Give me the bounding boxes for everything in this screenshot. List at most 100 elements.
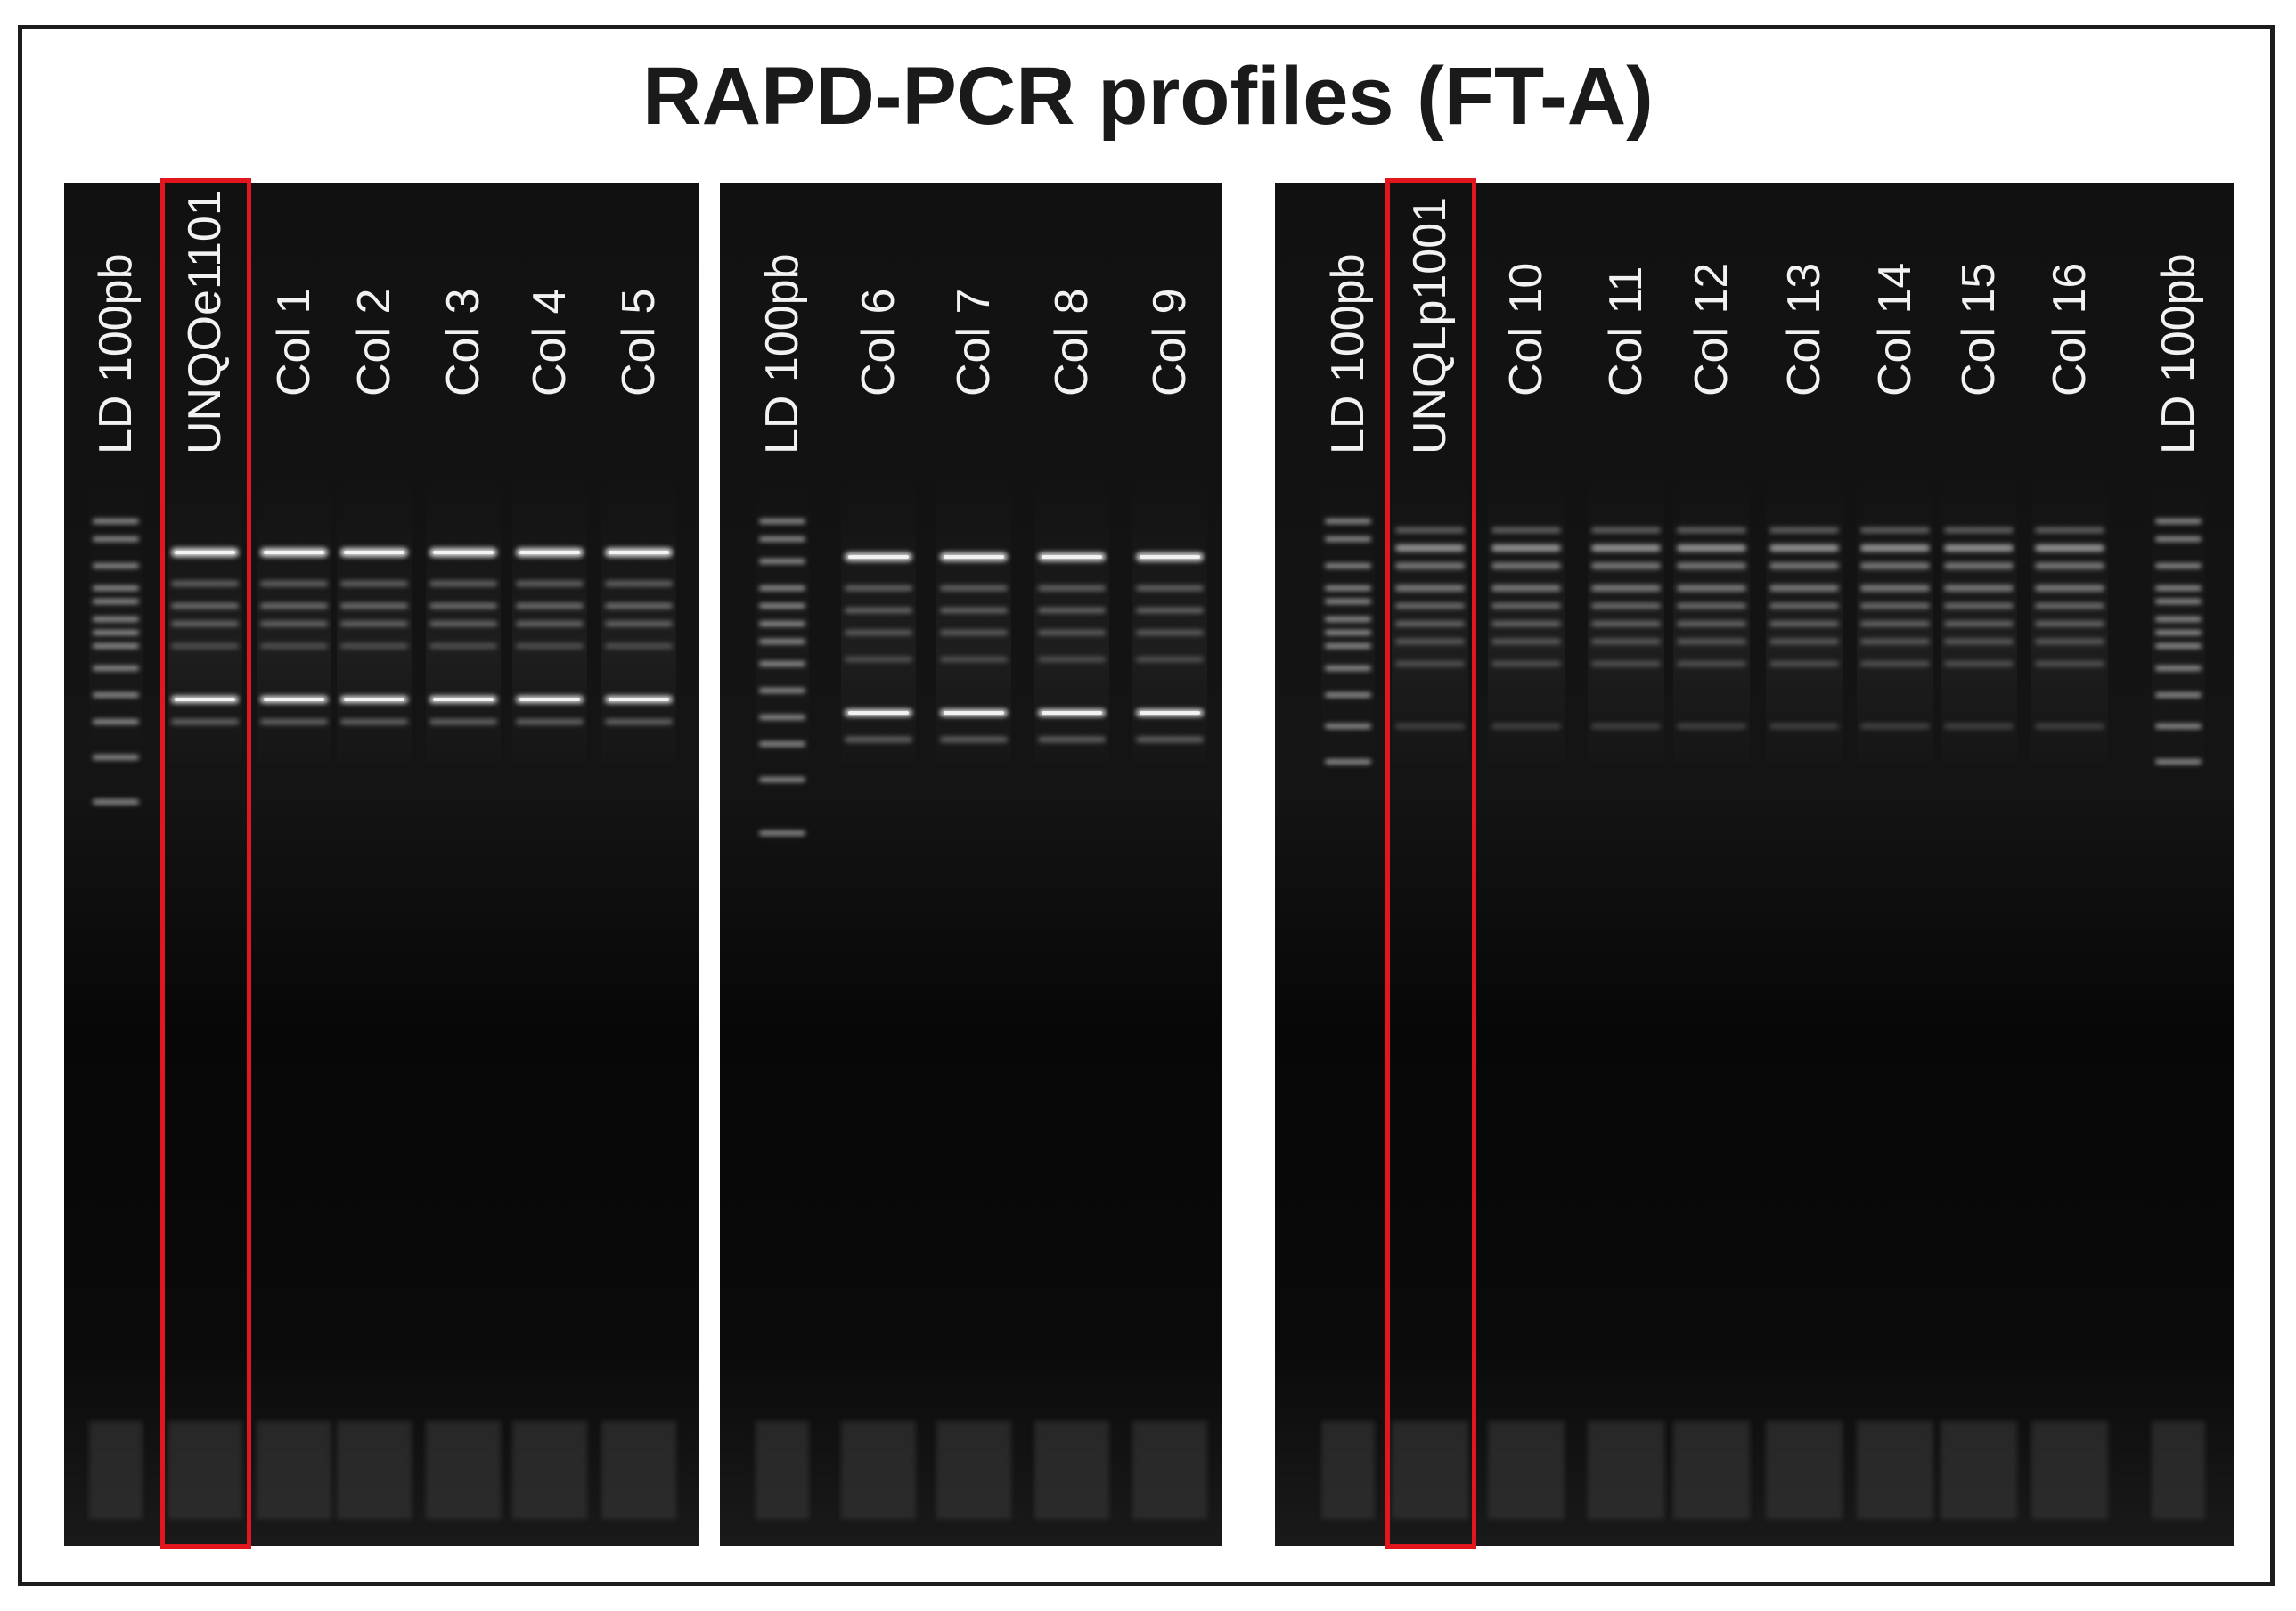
lane-smear bbox=[1034, 477, 1109, 762]
dna-band bbox=[759, 741, 805, 747]
dna-band bbox=[605, 643, 673, 649]
lane-smear bbox=[1588, 477, 1664, 762]
dna-band bbox=[1136, 657, 1204, 662]
sample-lane bbox=[168, 477, 242, 1519]
dna-band bbox=[759, 688, 805, 693]
sample-lane bbox=[426, 477, 501, 1519]
ladder-lane bbox=[2152, 477, 2205, 1519]
lane-smear bbox=[1673, 477, 1750, 762]
primer-front bbox=[756, 1421, 809, 1519]
dna-band bbox=[93, 585, 139, 591]
gel-image-middle bbox=[720, 183, 1222, 1546]
primer-front bbox=[936, 1421, 1011, 1519]
dna-band bbox=[93, 617, 139, 622]
lane-label: Col 14 bbox=[1868, 192, 1922, 397]
dna-band bbox=[1944, 527, 2014, 533]
dna-band bbox=[93, 666, 139, 671]
dna-band bbox=[93, 692, 139, 698]
dna-band bbox=[516, 581, 584, 586]
lane-smear bbox=[841, 477, 916, 762]
dna-band bbox=[93, 519, 139, 524]
dna-band bbox=[1136, 608, 1204, 613]
dna-band bbox=[759, 621, 805, 626]
primer-front bbox=[601, 1421, 676, 1519]
lane-label: Col 6 bbox=[852, 192, 905, 397]
dna-band bbox=[93, 799, 139, 805]
sample-lane bbox=[2031, 477, 2108, 1519]
lane-smear bbox=[1132, 477, 1207, 762]
lane-label-text: Col 14 bbox=[1869, 262, 1921, 397]
dna-band bbox=[340, 719, 408, 724]
figure-title: RAPD-PCR profiles (FT-A) bbox=[642, 51, 1654, 142]
dna-band bbox=[429, 621, 497, 626]
dna-band bbox=[1325, 519, 1371, 524]
primer-front bbox=[841, 1421, 916, 1519]
dna-band bbox=[759, 519, 805, 524]
primer-front bbox=[1857, 1421, 1933, 1519]
dna-band bbox=[171, 719, 239, 724]
lane-label-text: Col 6 bbox=[853, 288, 904, 397]
dna-band bbox=[1860, 639, 1930, 644]
dna-band bbox=[940, 630, 1008, 635]
lane-label-text: Col 5 bbox=[613, 288, 665, 397]
lane-smear bbox=[1766, 477, 1843, 762]
dna-band bbox=[340, 581, 408, 586]
dna-band bbox=[1860, 544, 1930, 552]
dna-band bbox=[1769, 639, 1839, 644]
sample-lane bbox=[1766, 477, 1843, 1519]
dna-band bbox=[940, 737, 1008, 742]
dna-band bbox=[1860, 562, 1930, 569]
dna-band bbox=[1491, 603, 1561, 609]
primer-front bbox=[1488, 1421, 1565, 1519]
lane-label: LD 100pb bbox=[756, 192, 809, 454]
sample-lane bbox=[1673, 477, 1750, 1519]
lane-label-text: Col 7 bbox=[948, 288, 1000, 397]
gel-background bbox=[1275, 183, 2234, 1546]
dna-band bbox=[340, 643, 408, 649]
dna-band bbox=[264, 698, 324, 701]
dna-band bbox=[1944, 661, 2014, 666]
lane-smear bbox=[756, 477, 809, 762]
lane-label-text: Col 10 bbox=[1500, 262, 1552, 397]
dna-band bbox=[845, 657, 912, 662]
dna-band bbox=[1944, 544, 2014, 552]
lane-smear bbox=[337, 477, 412, 762]
dna-band bbox=[1591, 621, 1661, 626]
dna-band bbox=[1591, 661, 1661, 666]
dna-band bbox=[1491, 661, 1561, 666]
dna-band bbox=[344, 551, 404, 554]
dna-band bbox=[1677, 639, 1746, 644]
dna-band bbox=[1677, 621, 1746, 626]
lane-label-text: Col 16 bbox=[2044, 262, 2096, 397]
primer-front bbox=[1132, 1421, 1207, 1519]
dna-band bbox=[1860, 661, 1930, 666]
dna-band bbox=[1042, 555, 1102, 559]
lane-smear bbox=[426, 477, 501, 762]
gel-panel-left bbox=[64, 183, 699, 1546]
dna-band bbox=[944, 711, 1004, 715]
dna-band bbox=[944, 555, 1004, 559]
dna-band bbox=[429, 643, 497, 649]
sample-lane bbox=[337, 477, 412, 1519]
lane-smear bbox=[936, 477, 1011, 762]
dna-band bbox=[759, 661, 805, 666]
dna-band bbox=[1042, 711, 1102, 715]
dna-band bbox=[260, 621, 328, 626]
dna-band bbox=[1395, 724, 1465, 729]
lane-smear bbox=[1857, 477, 1933, 762]
lane-label: UNQLp1001 bbox=[1403, 192, 1457, 454]
dna-band bbox=[2035, 661, 2104, 666]
dna-band bbox=[1944, 639, 2014, 644]
dna-band bbox=[609, 698, 669, 701]
dna-band bbox=[1038, 657, 1106, 662]
dna-band bbox=[1591, 585, 1661, 592]
lane-label: Col 16 bbox=[2043, 192, 2096, 397]
lane-label-text: Col 1 bbox=[268, 288, 320, 397]
dna-band bbox=[1677, 562, 1746, 569]
lane-label: Col 4 bbox=[523, 192, 576, 397]
dna-band bbox=[940, 585, 1008, 591]
lane-label: Col 12 bbox=[1685, 192, 1738, 397]
dna-band bbox=[1395, 562, 1465, 569]
dna-band bbox=[1038, 585, 1106, 591]
lane-label: Col 8 bbox=[1045, 192, 1099, 397]
